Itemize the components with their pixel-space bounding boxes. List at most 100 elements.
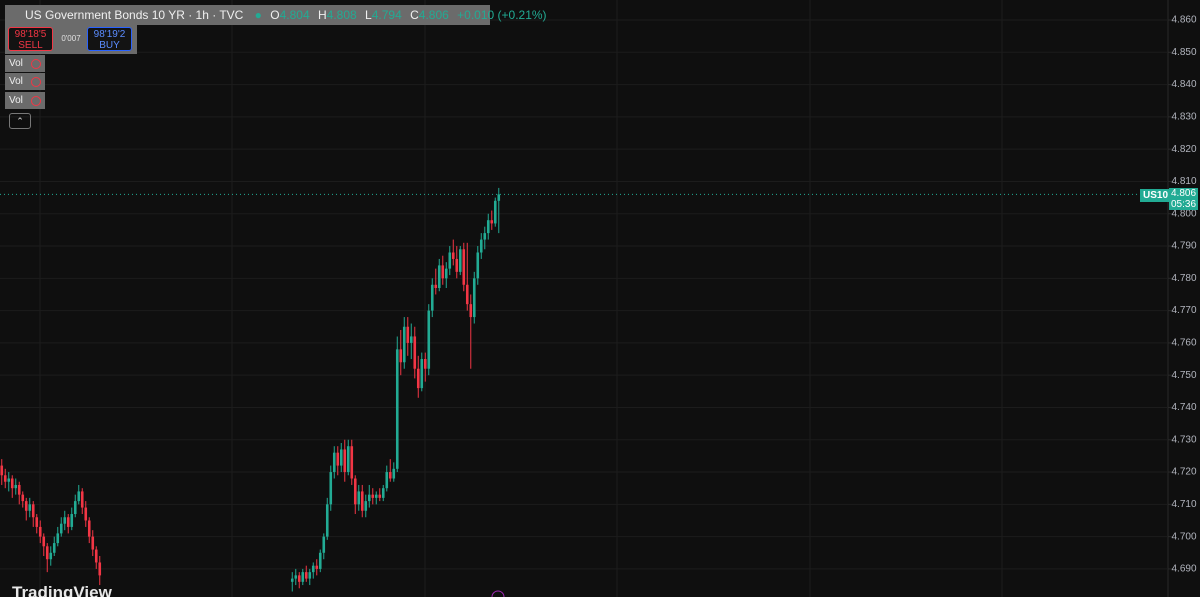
candle-body [378,494,382,498]
candle-body [455,258,459,272]
candle-body [444,268,448,279]
candle-body [318,552,322,569]
candle-body [385,472,389,489]
candle-body [77,491,81,502]
symbol-title: US Government Bonds 10 YR · 1h · TVC [25,8,244,22]
indicator-label: Vol [9,58,23,69]
close-value: 4.806 [418,8,449,22]
indicator-label: Vol [9,76,23,87]
candle-body [388,472,392,479]
candle-body [315,565,319,569]
candle-body [325,504,329,537]
candle-body [364,501,368,511]
candle-body [395,349,399,469]
candle-body [311,565,315,573]
candle-body [465,284,469,305]
candle-body [94,549,98,563]
indicator[interactable]: Vol [5,73,45,90]
candle-body [479,239,483,253]
indicator-label: Vol [9,95,23,106]
indicator-icon [31,96,41,106]
y-tick-label: 4.830 [1171,112,1196,123]
candle-body [357,491,361,505]
candle-body [472,278,476,318]
candle-body [17,484,21,495]
candle-body [469,304,473,318]
candle-body [290,578,294,582]
indicator-icon [31,77,41,87]
indicator[interactable]: Vol [5,92,45,109]
candle-body [322,536,326,553]
candle-body [63,517,67,524]
open-label: O [270,8,280,22]
candle-body [7,478,11,482]
candle-body [339,449,343,466]
y-tick-label: 4.760 [1171,338,1196,349]
logo: TradingView [12,583,112,597]
candle-body [329,472,333,505]
candle-body [35,517,39,527]
candle-body [353,478,357,505]
candle-body [49,552,53,560]
candle-body [308,572,312,579]
buy-price: 98'19'2 [93,29,126,40]
buy-label: BUY [99,40,120,51]
price-axis: 4.690 4.700 4.710 4.720 4.730 4.740 4.750 4.760… [1168,15,1197,575]
candle-body [490,220,494,224]
candle-body [98,562,102,576]
candle-body [73,501,77,515]
low-label: L [365,8,372,22]
candle-body [493,200,497,224]
candle-body [59,523,63,534]
indicator-icon [31,59,41,69]
y-tick-label: 4.770 [1171,305,1196,316]
y-tick-label: 4.780 [1171,273,1196,284]
candle-body [423,359,427,369]
candle-body [430,284,434,311]
candle-body [413,336,417,369]
price-tag-box: 4.806 05:36 [1169,188,1198,211]
candle-body [371,494,375,498]
y-tick-label: 4.810 [1171,176,1196,187]
spread: 0'007 [61,34,81,43]
price-tag-value: 4.806 [1170,188,1197,200]
high-label: H [317,8,327,22]
candle-body [392,468,396,479]
buy-button[interactable]: 98'19'2 BUY [87,27,132,51]
candle-body [336,452,340,466]
y-tick-label: 4.740 [1171,402,1196,413]
y-tick-label: 4.840 [1171,79,1196,90]
sell-button[interactable]: 98'18'5 SELL [8,27,53,51]
candle-body [294,575,298,579]
collapse-button[interactable]: ⌃ [9,113,31,129]
indicator[interactable]: Vol [5,55,45,72]
candle-body [42,536,46,547]
candle-body [297,575,301,582]
candle-body [346,446,350,473]
candle-body [31,504,35,518]
sell-price: 98'18'5 [14,29,47,40]
candle-body [80,491,84,508]
y-tick-label: 4.850 [1171,47,1196,58]
candle-body [301,572,305,582]
candle-body [381,488,385,498]
candle-body [360,491,364,511]
candle-body [402,326,406,363]
y-tick-label: 4.860 [1171,15,1196,26]
plot-area [0,187,1168,592]
candle-body [0,465,4,476]
candle-body [409,336,413,343]
high-value: 4.808 [326,8,357,22]
y-tick-label: 4.720 [1171,467,1196,478]
logo-text: TradingView [12,583,112,597]
status-dot: ● [254,8,262,22]
candle-body [434,284,438,289]
y-tick-label: 4.710 [1171,499,1196,510]
candle-body [304,572,308,579]
y-tick-label: 4.820 [1171,144,1196,155]
candle-body [451,252,455,259]
candle-body [343,449,347,473]
candle-body [350,446,354,479]
event-marker [491,590,505,597]
